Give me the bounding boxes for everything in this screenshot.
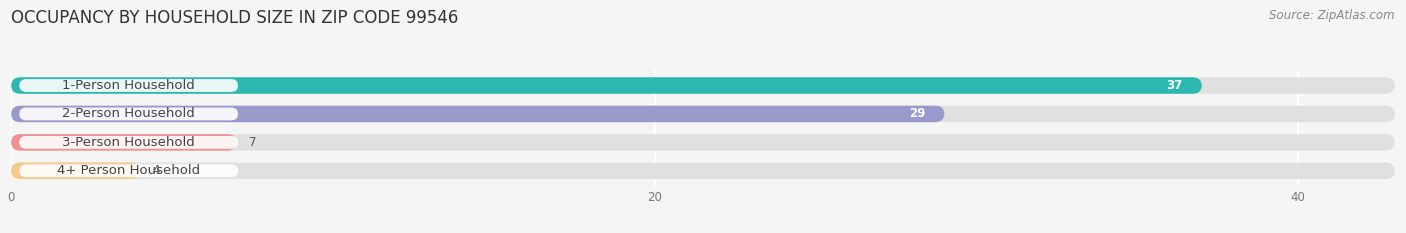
Text: 1-Person Household: 1-Person Household: [62, 79, 195, 92]
Text: 37: 37: [1166, 79, 1182, 92]
Text: 3-Person Household: 3-Person Household: [62, 136, 195, 149]
Text: 7: 7: [249, 136, 257, 149]
Text: 29: 29: [908, 107, 925, 120]
FancyBboxPatch shape: [11, 134, 1395, 151]
FancyBboxPatch shape: [11, 77, 1395, 94]
FancyBboxPatch shape: [11, 106, 1395, 122]
FancyBboxPatch shape: [11, 163, 1395, 179]
FancyBboxPatch shape: [20, 164, 238, 177]
Text: 2-Person Household: 2-Person Household: [62, 107, 195, 120]
FancyBboxPatch shape: [20, 107, 238, 120]
FancyBboxPatch shape: [11, 77, 1202, 94]
Text: 4: 4: [153, 164, 160, 177]
FancyBboxPatch shape: [11, 134, 236, 151]
Text: OCCUPANCY BY HOUSEHOLD SIZE IN ZIP CODE 99546: OCCUPANCY BY HOUSEHOLD SIZE IN ZIP CODE …: [11, 9, 458, 27]
FancyBboxPatch shape: [20, 136, 238, 149]
FancyBboxPatch shape: [20, 79, 238, 92]
Text: 4+ Person Household: 4+ Person Household: [58, 164, 200, 177]
FancyBboxPatch shape: [11, 163, 141, 179]
FancyBboxPatch shape: [11, 106, 945, 122]
Text: Source: ZipAtlas.com: Source: ZipAtlas.com: [1270, 9, 1395, 22]
